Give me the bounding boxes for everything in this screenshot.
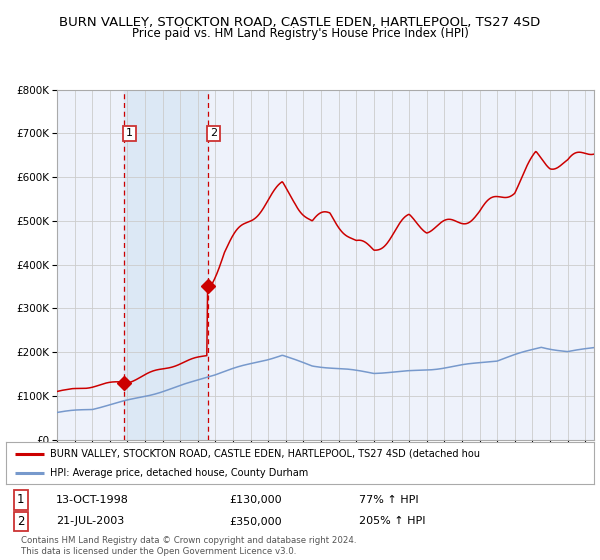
Bar xyxy=(124,90,208,440)
Text: HPI: Average price, detached house, County Durham: HPI: Average price, detached house, Coun… xyxy=(50,468,308,478)
Text: BURN VALLEY, STOCKTON ROAD, CASTLE EDEN, HARTLEPOOL, TS27 4SD: BURN VALLEY, STOCKTON ROAD, CASTLE EDEN,… xyxy=(59,16,541,29)
Text: 2: 2 xyxy=(17,515,25,528)
Text: £350,000: £350,000 xyxy=(229,516,282,526)
Text: £130,000: £130,000 xyxy=(229,495,282,505)
Text: 1: 1 xyxy=(17,493,25,506)
Text: 205% ↑ HPI: 205% ↑ HPI xyxy=(359,516,425,526)
Text: 2: 2 xyxy=(210,128,217,138)
Text: 77% ↑ HPI: 77% ↑ HPI xyxy=(359,495,418,505)
Text: Contains HM Land Registry data © Crown copyright and database right 2024.
This d: Contains HM Land Registry data © Crown c… xyxy=(21,536,356,556)
Text: Price paid vs. HM Land Registry's House Price Index (HPI): Price paid vs. HM Land Registry's House … xyxy=(131,27,469,40)
Text: 21-JUL-2003: 21-JUL-2003 xyxy=(56,516,124,526)
Text: BURN VALLEY, STOCKTON ROAD, CASTLE EDEN, HARTLEPOOL, TS27 4SD (detached hou: BURN VALLEY, STOCKTON ROAD, CASTLE EDEN,… xyxy=(50,449,480,459)
Text: 1: 1 xyxy=(126,128,133,138)
Text: 13-OCT-1998: 13-OCT-1998 xyxy=(56,495,129,505)
